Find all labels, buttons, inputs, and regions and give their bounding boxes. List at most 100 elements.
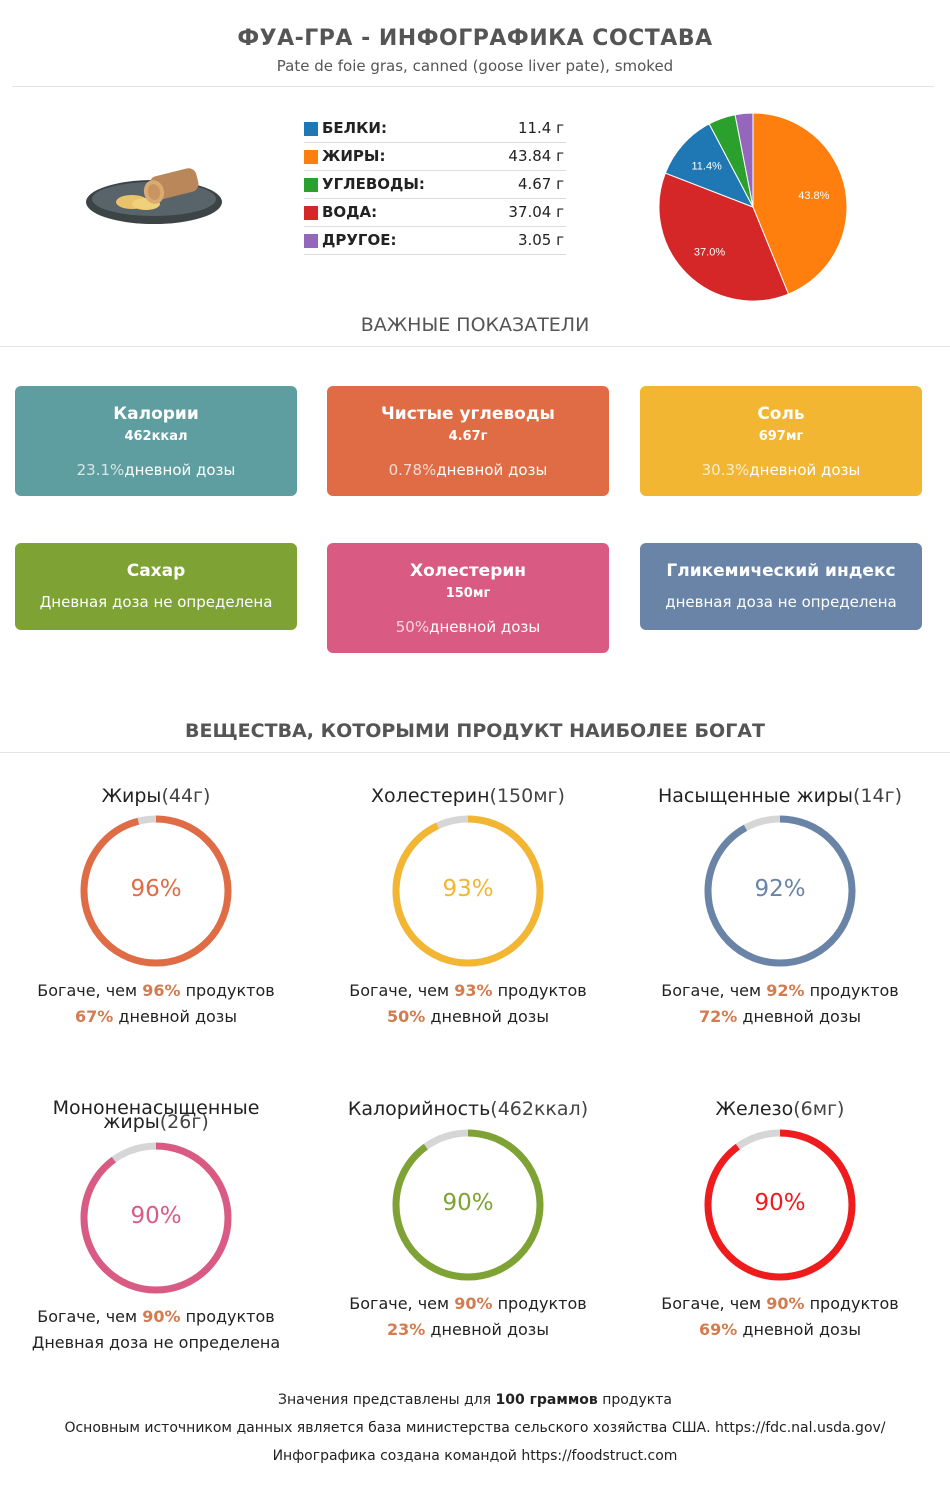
daily-dose-suffix: дневной дозы	[430, 1320, 549, 1339]
daily-dose-suffix: дневной дозы	[742, 1320, 861, 1339]
card-title: Соль	[757, 404, 805, 424]
daily-dose-line: 67% дневной дозы	[1, 1007, 311, 1026]
footer-note: Значения представлены для 100 граммов пр…	[0, 1392, 950, 1408]
card-value: 697мг	[758, 429, 804, 444]
ring-percent-label: 92%	[754, 876, 806, 902]
macro-row: УГЛЕВОДЫ: 4.67 г	[304, 170, 566, 199]
richer-prefix: Богаче, чем	[349, 1294, 450, 1313]
rich-divider	[0, 752, 950, 753]
ring-percent-label: 90%	[130, 1203, 182, 1229]
pie-slice	[664, 123, 755, 208]
daily-dose-line: Дневная доза не определена	[1, 1333, 311, 1352]
daily-dose-suffix: дневной дозы	[118, 1007, 237, 1026]
richer-than-line: Богаче, чем 96% продуктов	[1, 981, 311, 1000]
rich-item-amount: (26г)	[159, 1111, 209, 1133]
card-title: Холестерин	[409, 561, 527, 581]
footer-line1-bold: 100 граммов	[495, 1392, 598, 1408]
card-dose-text: дневной дозы	[124, 461, 236, 479]
header-divider	[12, 86, 934, 87]
pie-slice	[658, 172, 790, 302]
macro-value: 43.84 г	[508, 147, 564, 165]
richer-suffix: продуктов	[809, 1294, 899, 1313]
richer-prefix: Богаче, чем	[37, 1307, 138, 1326]
card-dose-text: дневной дозы	[749, 461, 861, 479]
card-dose: Дневная доза не определена	[15, 593, 297, 611]
macro-row: ЖИРЫ: 43.84 г	[304, 142, 566, 171]
card-dose: 23.1%дневной дозы	[15, 461, 297, 479]
rich-item-amount: (462ккал)	[490, 1098, 589, 1120]
macro-row: БЕЛКИ: 11.4 г	[304, 114, 566, 143]
rich-item-title: Калорийность(462ккал)	[313, 1098, 623, 1120]
rich-item-amount: (44г)	[161, 785, 211, 807]
rich-item-title: Мононенасыщенные жиры(26г)	[31, 1099, 281, 1132]
ring-percent-label: 93%	[442, 876, 494, 902]
percentile-ring	[704, 815, 856, 967]
richer-percent: 90%	[766, 1294, 805, 1313]
rich-item-name: Насыщенные жиры	[657, 785, 854, 807]
card-title: Сахар	[126, 561, 186, 581]
card-value: 150мг	[445, 586, 491, 601]
macro-row: ДРУГОЕ: 3.05 г	[304, 226, 566, 255]
rich-item-title: Насыщенные жиры(14г)	[625, 785, 935, 807]
card-title: Гликемический индекс	[666, 561, 896, 581]
macro-name: ВОДА:	[322, 203, 378, 221]
percentile-ring	[80, 815, 232, 967]
richer-percent: 96%	[142, 981, 181, 1000]
important-section-title: ВАЖНЫЕ ПОКАЗАТЕЛИ	[360, 314, 590, 336]
richer-suffix: продуктов	[185, 981, 275, 1000]
richer-suffix: продуктов	[185, 1307, 275, 1326]
macro-swatch	[304, 178, 318, 192]
rich-item-amount: (6мг)	[793, 1098, 845, 1120]
richer-than-line: Богаче, чем 93% продуктов	[313, 981, 623, 1000]
rich-item-name: Мононенасыщенные жиры	[52, 1097, 260, 1133]
rich-item-name: Железо	[715, 1098, 794, 1120]
card-value: 4.67г	[448, 429, 488, 444]
macro-name: БЕЛКИ:	[322, 119, 387, 137]
indicator-card: Чистые углеводы 4.67г 0.78%дневной дозы	[327, 386, 609, 496]
macro-value: 4.67 г	[517, 175, 564, 193]
daily-dose-suffix: дневной дозы	[430, 1007, 549, 1026]
card-dose: 0.78%дневной дозы	[327, 461, 609, 479]
ring-progress	[80, 1142, 232, 1294]
richer-percent: 90%	[142, 1307, 181, 1326]
card-value: 462ккал	[124, 429, 188, 444]
daily-dose-percent: 67%	[75, 1007, 114, 1026]
richer-percent: 90%	[454, 1294, 493, 1313]
richer-suffix: продуктов	[497, 981, 587, 1000]
percentile-ring	[80, 1142, 232, 1294]
rich-section-title: ВЕЩЕСТВА, КОТОРЫМИ ПРОДУКТ НАИБОЛЕЕ БОГА…	[185, 720, 765, 742]
macro-swatch	[304, 122, 318, 136]
ring-percent-label: 90%	[754, 1190, 806, 1216]
footer-line1-suffix: продукта	[602, 1392, 672, 1408]
rich-item-name: Холестерин	[371, 785, 490, 807]
card-dose-text: Дневная доза не определена	[39, 593, 273, 611]
ring-progress	[80, 815, 232, 967]
daily-dose-line: 69% дневной дозы	[625, 1320, 935, 1339]
macro-value: 3.05 г	[517, 231, 564, 249]
daily-dose-percent: 72%	[699, 1007, 738, 1026]
richer-prefix: Богаче, чем	[349, 981, 450, 1000]
macro-name: ДРУГОЕ:	[322, 231, 397, 249]
footer-credit: Инфографика создана командой https://foo…	[272, 1448, 678, 1464]
card-dose-text: дневной дозы	[436, 461, 548, 479]
ring-percent-label: 96%	[130, 876, 182, 902]
macro-swatch	[304, 234, 318, 248]
richer-prefix: Богаче, чем	[661, 981, 762, 1000]
macro-swatch	[304, 150, 318, 164]
ring-progress	[704, 815, 856, 967]
ring-percent-label: 90%	[442, 1190, 494, 1216]
richer-than-line: Богаче, чем 90% продуктов	[1, 1307, 311, 1326]
card-dose: 50%дневной дозы	[327, 618, 609, 636]
daily-dose-line: 23% дневной дозы	[313, 1320, 623, 1339]
pie-label: 37.0%	[694, 246, 725, 258]
richer-than-line: Богаче, чем 90% продуктов	[625, 1294, 935, 1313]
indicator-card: Холестерин 150мг 50%дневной дозы	[327, 543, 609, 653]
rich-item-amount: (14г)	[853, 785, 903, 807]
daily-dose-line: 50% дневной дозы	[313, 1007, 623, 1026]
ring-progress	[704, 1129, 856, 1281]
card-dose: 30.3%дневной дозы	[640, 461, 922, 479]
percentile-ring	[392, 1129, 544, 1281]
macros-pie-chart: 43.8% 37.0% 11.4%	[658, 112, 848, 302]
indicator-card: Сахар Дневная доза не определена	[15, 543, 297, 630]
rich-item-amount: (150мг)	[489, 785, 565, 807]
